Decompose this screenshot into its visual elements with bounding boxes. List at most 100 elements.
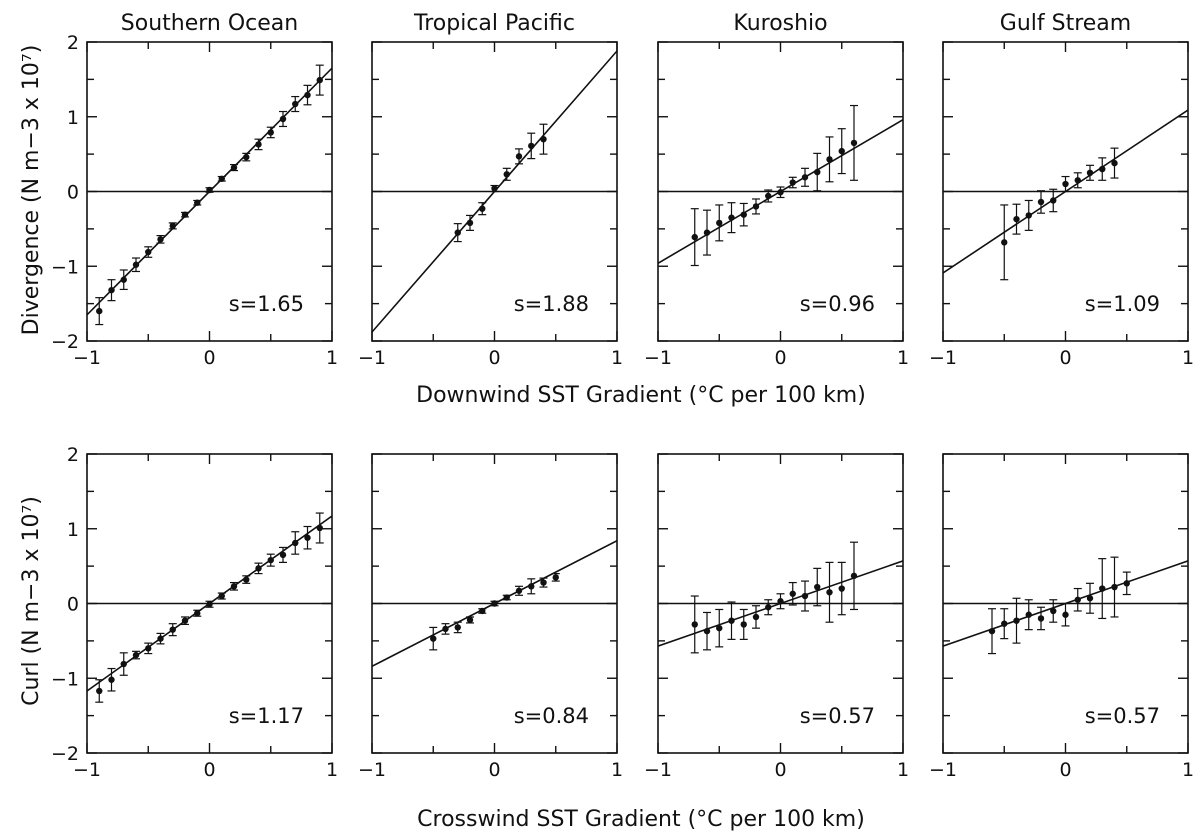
panel-title: Southern Ocean xyxy=(121,11,298,36)
y-axis-label-divergence: Divergence (N m−3 x 10⁷) xyxy=(19,45,44,336)
data-point xyxy=(540,579,547,586)
data-point xyxy=(218,592,225,600)
data-point xyxy=(267,556,274,564)
data-point xyxy=(1111,159,1118,167)
data-point xyxy=(728,214,735,221)
panel-title: Kuroshio xyxy=(733,11,827,36)
data-point xyxy=(1050,607,1057,615)
data-point xyxy=(316,524,323,532)
data-point xyxy=(1123,580,1130,587)
panel-7: −1 0 1 s=0.57 xyxy=(929,453,1194,781)
data-point xyxy=(157,635,164,642)
x-tick-label: 1 xyxy=(611,759,623,781)
data-point xyxy=(255,565,262,572)
y-tick-label: −2 xyxy=(51,743,79,765)
x-tick-label: −1 xyxy=(73,759,101,781)
x-tick-label: 0 xyxy=(488,347,500,369)
x-tick-label: 0 xyxy=(774,759,786,781)
x-tick-label: 0 xyxy=(203,347,215,369)
data-point xyxy=(108,286,115,294)
x-tick-label: −1 xyxy=(644,759,672,781)
data-point xyxy=(826,589,833,596)
data-point xyxy=(243,153,250,161)
y-tick-label: −1 xyxy=(51,668,79,690)
data-point xyxy=(752,203,760,210)
data-point xyxy=(255,141,262,148)
data-point xyxy=(194,199,201,206)
data-point xyxy=(716,219,723,227)
x-tick-label: −1 xyxy=(358,347,386,369)
data-point xyxy=(120,660,127,668)
data-point xyxy=(752,613,760,621)
x-tick-label: 0 xyxy=(774,347,786,369)
data-point xyxy=(838,585,845,592)
data-point xyxy=(181,617,189,624)
x-tick-label: −1 xyxy=(929,347,957,369)
data-point xyxy=(442,625,449,633)
y-tick-label: −1 xyxy=(51,256,79,278)
data-point xyxy=(1111,583,1118,591)
data-point xyxy=(230,583,238,590)
x-tick-label: 1 xyxy=(611,347,623,369)
data-point xyxy=(1013,617,1020,624)
data-point xyxy=(703,627,711,635)
data-point xyxy=(801,592,809,600)
data-point xyxy=(789,179,796,186)
data-point xyxy=(316,76,323,84)
x-tick-label: 1 xyxy=(1182,347,1194,369)
data-point xyxy=(454,624,461,631)
data-point xyxy=(528,583,535,590)
x-tick-label: −1 xyxy=(644,347,672,369)
data-point xyxy=(430,635,437,642)
data-point xyxy=(728,617,735,624)
slope-label: s=0.84 xyxy=(514,704,589,728)
data-point xyxy=(1086,169,1094,177)
data-point xyxy=(1001,239,1008,246)
data-point xyxy=(267,129,274,136)
x-tick-label: −1 xyxy=(929,759,957,781)
data-point xyxy=(1062,611,1069,618)
data-point xyxy=(1099,165,1106,173)
data-point xyxy=(279,551,287,559)
data-point xyxy=(454,229,461,236)
data-point xyxy=(479,205,486,212)
slope-label: s=0.96 xyxy=(800,292,875,316)
data-point xyxy=(132,261,140,268)
data-point xyxy=(826,156,833,163)
x-tick-label: 1 xyxy=(897,347,909,369)
data-point xyxy=(304,534,311,541)
data-point xyxy=(292,100,299,108)
data-point xyxy=(206,186,213,194)
data-point xyxy=(132,651,140,659)
data-point xyxy=(703,229,711,236)
data-point xyxy=(466,219,474,227)
data-point xyxy=(777,598,784,605)
data-point xyxy=(108,676,115,683)
data-point xyxy=(96,307,103,315)
data-point xyxy=(765,192,772,200)
x-tick-label: −1 xyxy=(73,347,101,369)
data-point xyxy=(765,604,772,611)
data-point xyxy=(1037,615,1045,622)
x-tick-label: 0 xyxy=(1059,759,1071,781)
y-tick-label: 0 xyxy=(67,182,79,204)
data-point xyxy=(777,189,784,196)
data-point xyxy=(479,607,486,615)
slope-label: s=1.88 xyxy=(514,292,589,316)
data-point xyxy=(466,616,474,624)
slope-label: s=0.57 xyxy=(800,704,875,728)
panel-6: −1 0 1 s=0.57 xyxy=(644,453,909,781)
data-point xyxy=(528,142,535,150)
data-point xyxy=(503,171,510,178)
data-point xyxy=(218,175,225,182)
x-axis-label-crosswind: Crosswind SST Gradient (°C per 100 km) xyxy=(417,807,865,832)
data-point xyxy=(230,164,238,171)
data-point xyxy=(740,621,747,628)
data-point xyxy=(515,587,523,594)
data-point xyxy=(243,576,250,583)
data-point xyxy=(850,139,858,147)
data-point xyxy=(850,572,858,580)
slope-label: s=0.57 xyxy=(1085,704,1160,728)
